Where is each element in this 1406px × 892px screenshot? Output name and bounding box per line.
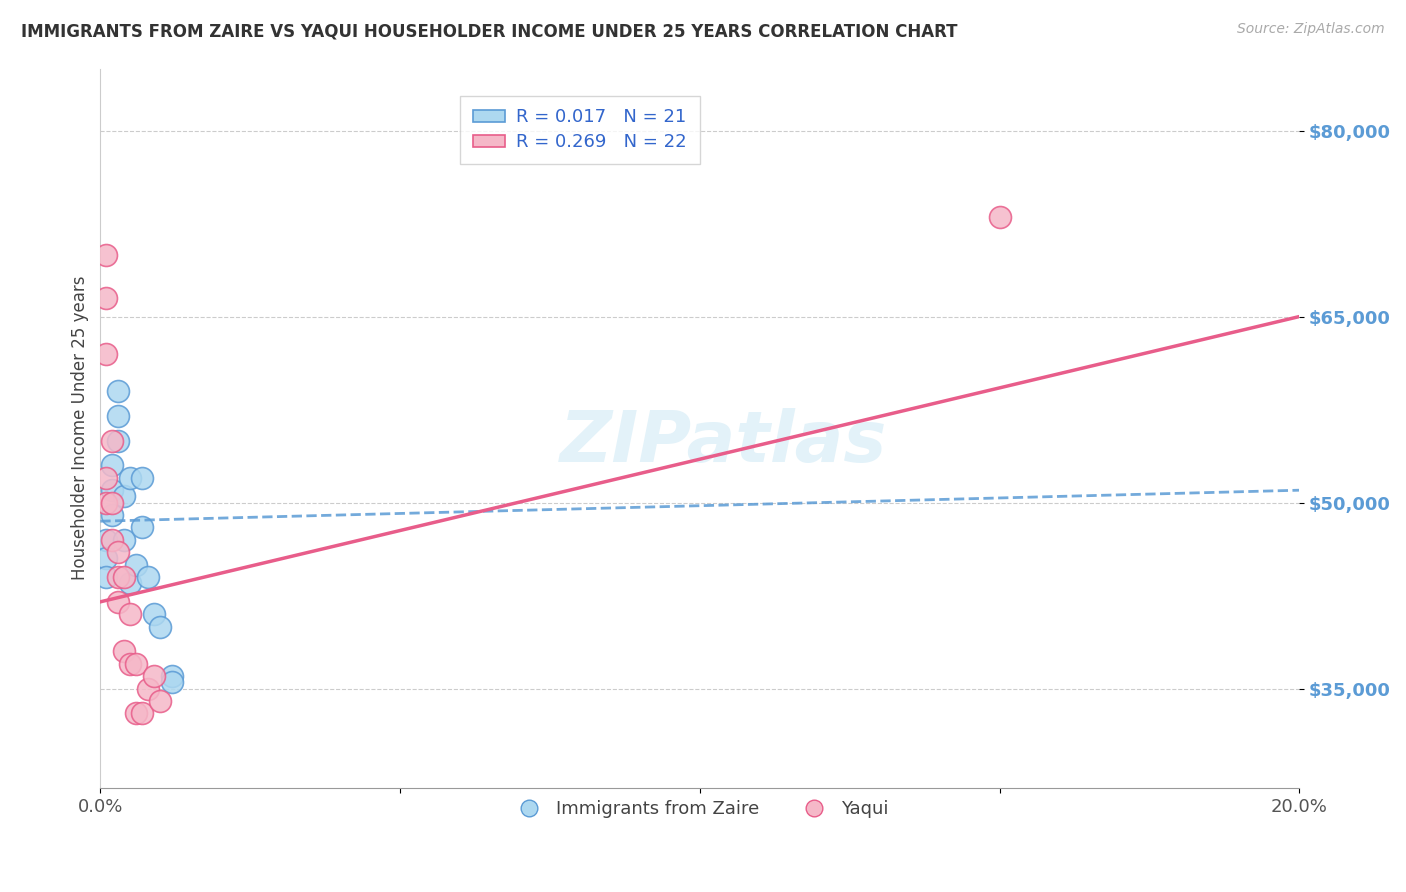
Immigrants from Zaire	[112, 490, 135, 504]
Yaqui	[136, 681, 159, 696]
Yaqui	[988, 211, 1011, 225]
Legend: Immigrants from Zaire, Yaqui: Immigrants from Zaire, Yaqui	[503, 793, 896, 826]
Yaqui	[107, 570, 129, 584]
Immigrants from Zaire	[96, 551, 118, 566]
Immigrants from Zaire	[162, 675, 184, 690]
Yaqui	[96, 495, 118, 509]
Yaqui	[149, 694, 172, 708]
Yaqui	[96, 247, 118, 261]
Immigrants from Zaire	[136, 570, 159, 584]
Text: Source: ZipAtlas.com: Source: ZipAtlas.com	[1237, 22, 1385, 37]
Immigrants from Zaire	[131, 471, 153, 485]
Yaqui	[96, 347, 118, 361]
Immigrants from Zaire	[112, 533, 135, 547]
Immigrants from Zaire	[107, 384, 129, 398]
Yaqui	[112, 644, 135, 658]
Immigrants from Zaire	[120, 471, 142, 485]
Yaqui	[96, 471, 118, 485]
Yaqui	[107, 545, 129, 559]
Immigrants from Zaire	[101, 483, 124, 498]
Yaqui	[120, 657, 142, 671]
Immigrants from Zaire	[143, 607, 166, 622]
Yaqui	[143, 669, 166, 683]
Immigrants from Zaire	[120, 576, 142, 591]
Yaqui	[101, 495, 124, 509]
Immigrants from Zaire	[162, 669, 184, 683]
Yaqui	[112, 570, 135, 584]
Yaqui	[96, 291, 118, 305]
Yaqui	[107, 595, 129, 609]
Immigrants from Zaire	[96, 570, 118, 584]
Yaqui	[120, 607, 142, 622]
Immigrants from Zaire	[101, 458, 124, 473]
Immigrants from Zaire	[107, 409, 129, 423]
Text: ZIPatlas: ZIPatlas	[560, 408, 887, 477]
Y-axis label: Householder Income Under 25 years: Householder Income Under 25 years	[72, 276, 89, 581]
Yaqui	[131, 706, 153, 721]
Yaqui	[125, 706, 148, 721]
Yaqui	[101, 533, 124, 547]
Immigrants from Zaire	[101, 508, 124, 522]
Yaqui	[101, 434, 124, 448]
Immigrants from Zaire	[125, 558, 148, 572]
Text: IMMIGRANTS FROM ZAIRE VS YAQUI HOUSEHOLDER INCOME UNDER 25 YEARS CORRELATION CHA: IMMIGRANTS FROM ZAIRE VS YAQUI HOUSEHOLD…	[21, 22, 957, 40]
Immigrants from Zaire	[149, 620, 172, 634]
Immigrants from Zaire	[96, 533, 118, 547]
Immigrants from Zaire	[131, 520, 153, 534]
Immigrants from Zaire	[107, 434, 129, 448]
Yaqui	[125, 657, 148, 671]
